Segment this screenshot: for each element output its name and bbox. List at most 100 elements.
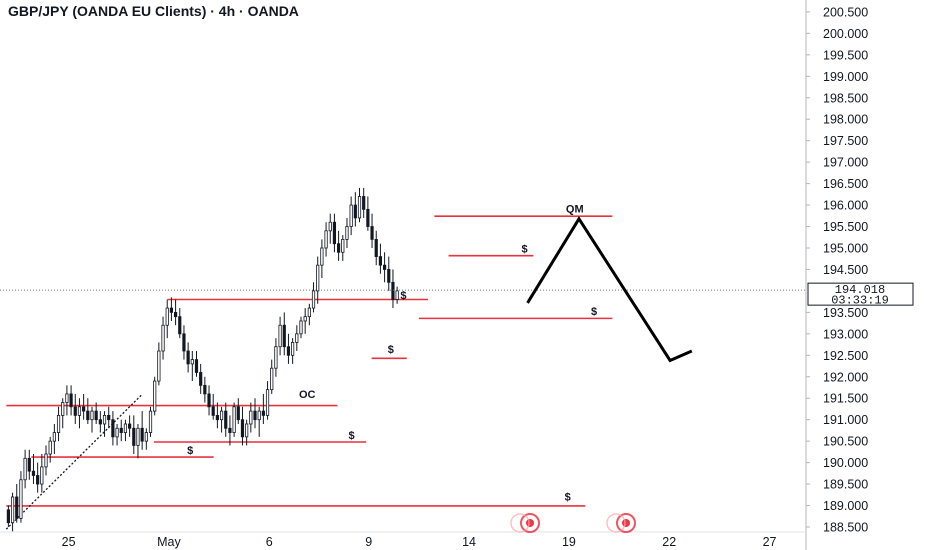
candle-body xyxy=(203,384,207,395)
candle-body xyxy=(236,406,240,421)
candle-body xyxy=(253,410,257,421)
time-tick-label: 14 xyxy=(462,535,476,549)
candle-body xyxy=(169,307,174,313)
candle-body xyxy=(278,324,282,348)
candle-body xyxy=(6,509,10,524)
price-axis[interactable]: 200.500 200.000 199.500 199.000 198.500 198.0… xyxy=(805,0,914,550)
candle-body xyxy=(245,423,249,438)
candle-body xyxy=(140,427,144,442)
candle-body xyxy=(119,427,123,433)
candle-body xyxy=(341,239,345,253)
candle-body xyxy=(366,208,370,227)
candle-body xyxy=(182,333,186,352)
candle-body xyxy=(102,414,107,425)
candle-body xyxy=(270,367,274,391)
candle-body xyxy=(153,380,157,412)
price-tick-label: 199.000 xyxy=(823,70,868,84)
candle-body xyxy=(362,196,366,210)
price-tick-label: 198.500 xyxy=(823,91,868,105)
liquidity-label: $ xyxy=(591,306,597,318)
candle-body xyxy=(224,410,228,429)
candle-body xyxy=(56,414,61,433)
candle-body xyxy=(40,466,44,485)
candle-body xyxy=(144,432,148,442)
candle-body xyxy=(15,496,19,519)
current-price-countdown: 03:33:19 xyxy=(831,294,889,308)
candles xyxy=(6,187,399,532)
candle-body xyxy=(207,393,211,408)
time-tick-label: 6 xyxy=(266,535,273,549)
candle-body xyxy=(31,470,36,476)
candle-body xyxy=(161,324,165,352)
candle-body xyxy=(307,307,311,318)
price-tick-label: 197.000 xyxy=(823,156,868,170)
time-tick-label: 25 xyxy=(62,535,76,549)
price-tick-label: 200.500 xyxy=(823,5,868,19)
candle-body xyxy=(61,402,65,416)
candle-body xyxy=(52,432,56,442)
candle-body xyxy=(86,410,90,421)
price-tick-label: 189.000 xyxy=(823,499,868,513)
candle-body xyxy=(44,453,48,468)
candle-body xyxy=(337,243,341,253)
time-tick-label: May xyxy=(157,535,181,549)
time-tick-label: 27 xyxy=(763,535,777,549)
price-tick-label: 194.500 xyxy=(823,263,868,277)
candle-body xyxy=(349,204,353,227)
candle-body xyxy=(387,269,391,283)
time-axis[interactable]: 25 May 6 9 14 19 22 27 xyxy=(0,513,806,549)
candle-body xyxy=(274,346,278,369)
candle-body xyxy=(19,479,23,519)
candle-body xyxy=(240,419,245,438)
candle-body xyxy=(157,350,161,382)
candle-body xyxy=(73,406,77,416)
candle-body xyxy=(90,410,94,421)
qm-label: QM xyxy=(566,203,584,215)
projection-path xyxy=(526,215,693,363)
candle-body xyxy=(69,393,73,408)
chart-title: GBP/JPY (OANDA EU Clients) · 4h · OANDA xyxy=(8,3,299,19)
drawings: QM $ $ $ $ $ $ $ OC xyxy=(0,203,806,503)
candle-body xyxy=(190,359,194,365)
candle-body xyxy=(291,342,295,356)
price-tick-label: 193.000 xyxy=(823,327,868,341)
candle-body xyxy=(391,281,395,300)
candle-body xyxy=(128,423,132,429)
oc-label: OC xyxy=(299,389,316,401)
price-tick-label: 197.500 xyxy=(823,134,868,148)
candle-body xyxy=(115,427,119,438)
candle-body xyxy=(249,410,253,425)
candle-body xyxy=(261,410,265,416)
candle-body xyxy=(378,256,383,266)
price-tick-label: 189.500 xyxy=(823,478,868,492)
candle-body xyxy=(107,414,111,421)
candle-body xyxy=(27,457,31,472)
candle-body xyxy=(165,307,169,326)
candle-body xyxy=(299,320,303,335)
candle-body xyxy=(286,346,291,356)
price-tick-label: 199.500 xyxy=(823,48,868,62)
candle-body xyxy=(374,239,378,257)
candle-body xyxy=(148,410,153,433)
candle-body xyxy=(232,406,236,433)
price-tick-label: 196.000 xyxy=(823,199,868,213)
candle-body xyxy=(311,290,316,309)
time-tick-label: 22 xyxy=(662,535,676,549)
candle-body xyxy=(357,196,362,219)
event-marker-ring xyxy=(606,513,626,533)
price-tick-label: 192.000 xyxy=(823,370,868,384)
current-price-value: 194.018 xyxy=(835,283,885,297)
price-tick-label: 188.500 xyxy=(823,521,868,535)
time-tick-label: 19 xyxy=(562,535,576,549)
candle-body xyxy=(173,311,178,318)
event-marker-dot xyxy=(622,519,630,527)
candle-body xyxy=(332,221,337,245)
price-tick-label: 200.000 xyxy=(823,27,868,41)
candle-body xyxy=(23,457,27,481)
candle-body xyxy=(282,324,286,348)
time-tick-label: 9 xyxy=(365,535,372,549)
candle-body xyxy=(345,226,349,240)
event-marker-ring xyxy=(510,513,530,533)
candle-body xyxy=(194,359,199,373)
